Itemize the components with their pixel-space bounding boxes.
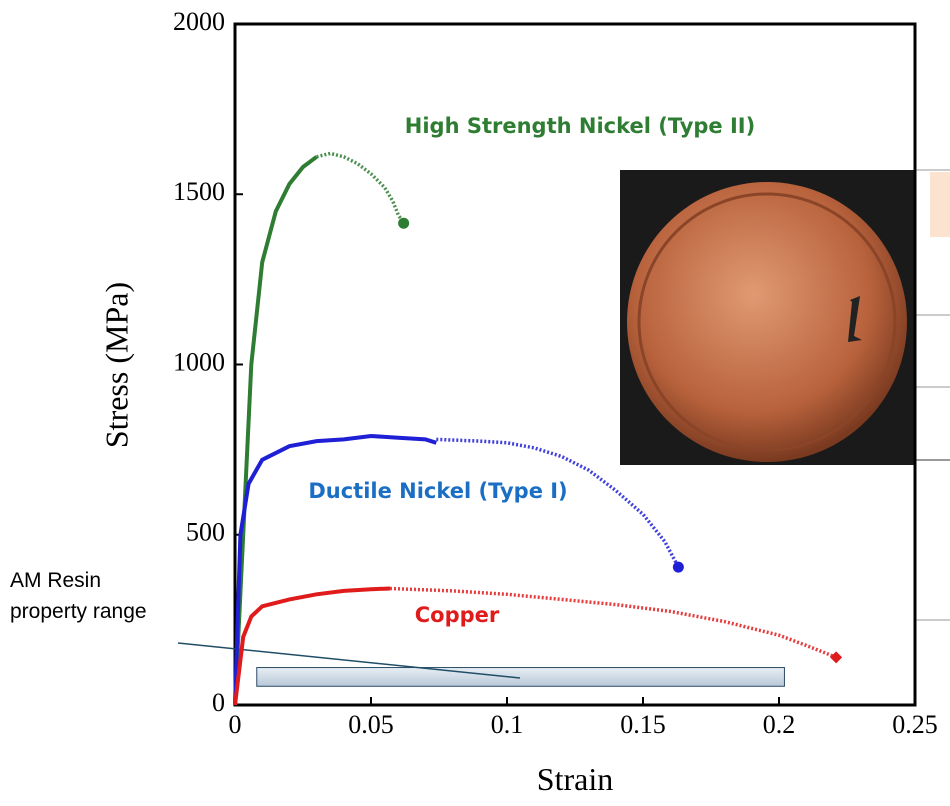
series-label: Copper [415, 603, 500, 627]
end-marker [830, 651, 842, 663]
chart: Strain Stress (MPa) 0 500 1000 1500 2000 0 0.0… [0, 0, 950, 806]
end-marker [673, 562, 684, 573]
resin-label: property range [10, 600, 147, 623]
x-tick-label: 0.05 [348, 710, 394, 739]
resin-label: AM Resin [10, 569, 101, 592]
curve [235, 589, 390, 706]
series-label: High Strength Nickel (Type II) [405, 114, 755, 138]
resin-range-box [257, 668, 785, 687]
penny-photo [620, 170, 915, 465]
y-tick-label: 2000 [173, 7, 225, 36]
curve-dotted [317, 153, 404, 223]
x-tick-label: 0.1 [491, 710, 524, 739]
curve [235, 436, 436, 705]
x-tick-label: 0.15 [620, 710, 666, 739]
x-axis-label: Strain [537, 761, 613, 797]
end-marker [398, 218, 409, 229]
y-axis-label: Stress (MPa) [98, 282, 134, 448]
series-label: Ductile Nickel (Type I) [308, 479, 567, 503]
y-tick-label: 0 [212, 688, 225, 717]
y-tick-label: 1000 [173, 347, 225, 376]
x-tick-label: 0.25 [892, 710, 938, 739]
y-tick-label: 500 [186, 518, 225, 547]
x-tick-label: 0 [229, 710, 242, 739]
y-tick-label: 1500 [173, 177, 225, 206]
table-fragment [915, 170, 950, 620]
x-tick-label: 0.2 [763, 710, 796, 739]
